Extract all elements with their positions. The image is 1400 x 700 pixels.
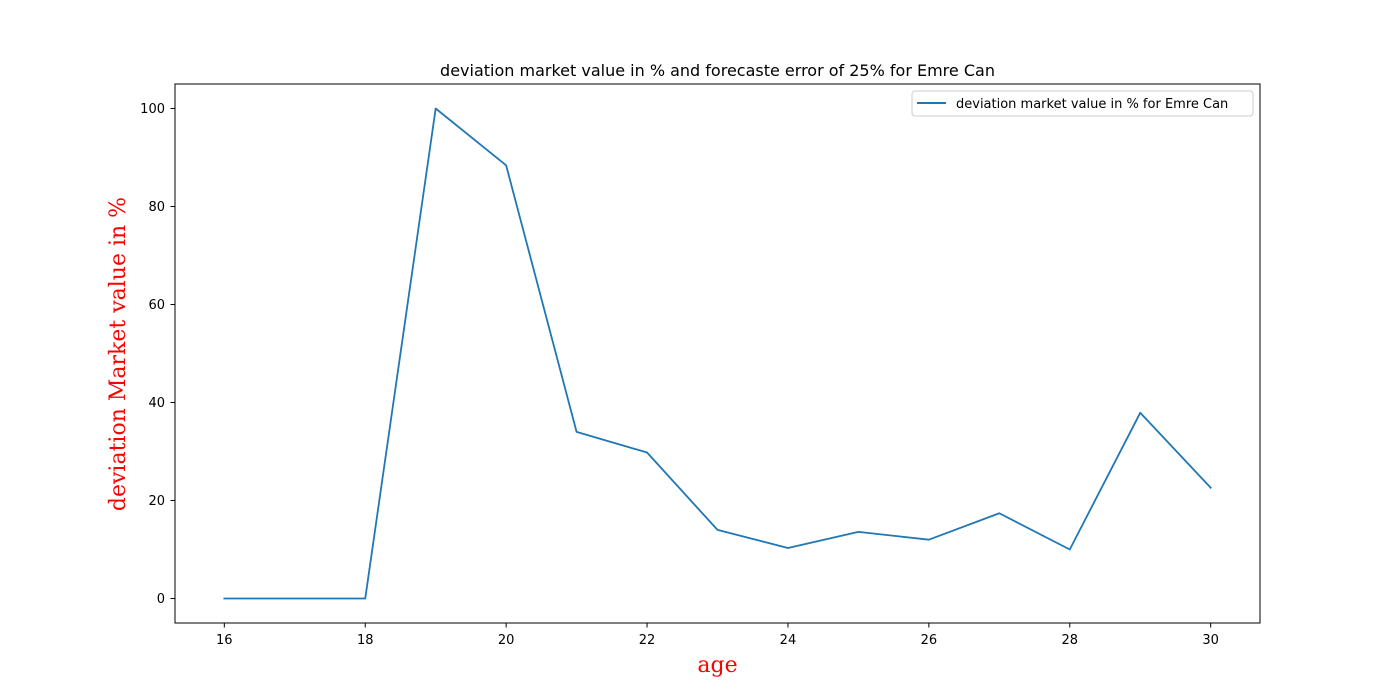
x-tick-label: 28	[1061, 633, 1078, 648]
series-line	[223, 107, 1212, 600]
y-tick-label: 20	[148, 494, 165, 509]
y-tick-label: 80	[148, 200, 165, 215]
legend: deviation market value in % for Emre Can	[911, 90, 1254, 117]
x-tick-label: 22	[639, 633, 656, 648]
plot-area-frame	[174, 83, 1261, 624]
y-axis-label: deviation Market value in %	[106, 197, 131, 511]
x-tick-label: 18	[357, 633, 374, 648]
x-axis-ticks: 16 18 20 22 24 26 28 30	[216, 623, 1219, 648]
series-layer	[223, 107, 1212, 600]
y-tick-label: 60	[148, 298, 165, 313]
x-tick-label: 16	[216, 633, 233, 648]
x-tick-label: 24	[780, 633, 797, 648]
y-tick-label: 0	[157, 592, 165, 607]
x-axis-label: age	[697, 653, 737, 678]
y-axis-ticks: 0 20 40 60 80 100	[140, 102, 175, 607]
y-tick-label: 100	[140, 102, 165, 117]
legend-entry-label: deviation market value in % for Emre Can	[956, 97, 1228, 112]
y-tick-label: 40	[148, 396, 165, 411]
x-tick-label: 30	[1202, 633, 1219, 648]
x-tick-label: 26	[921, 633, 938, 648]
chart-title: deviation market value in % and forecast…	[440, 61, 995, 80]
legend-box	[911, 90, 1254, 117]
x-tick-label: 20	[498, 633, 515, 648]
